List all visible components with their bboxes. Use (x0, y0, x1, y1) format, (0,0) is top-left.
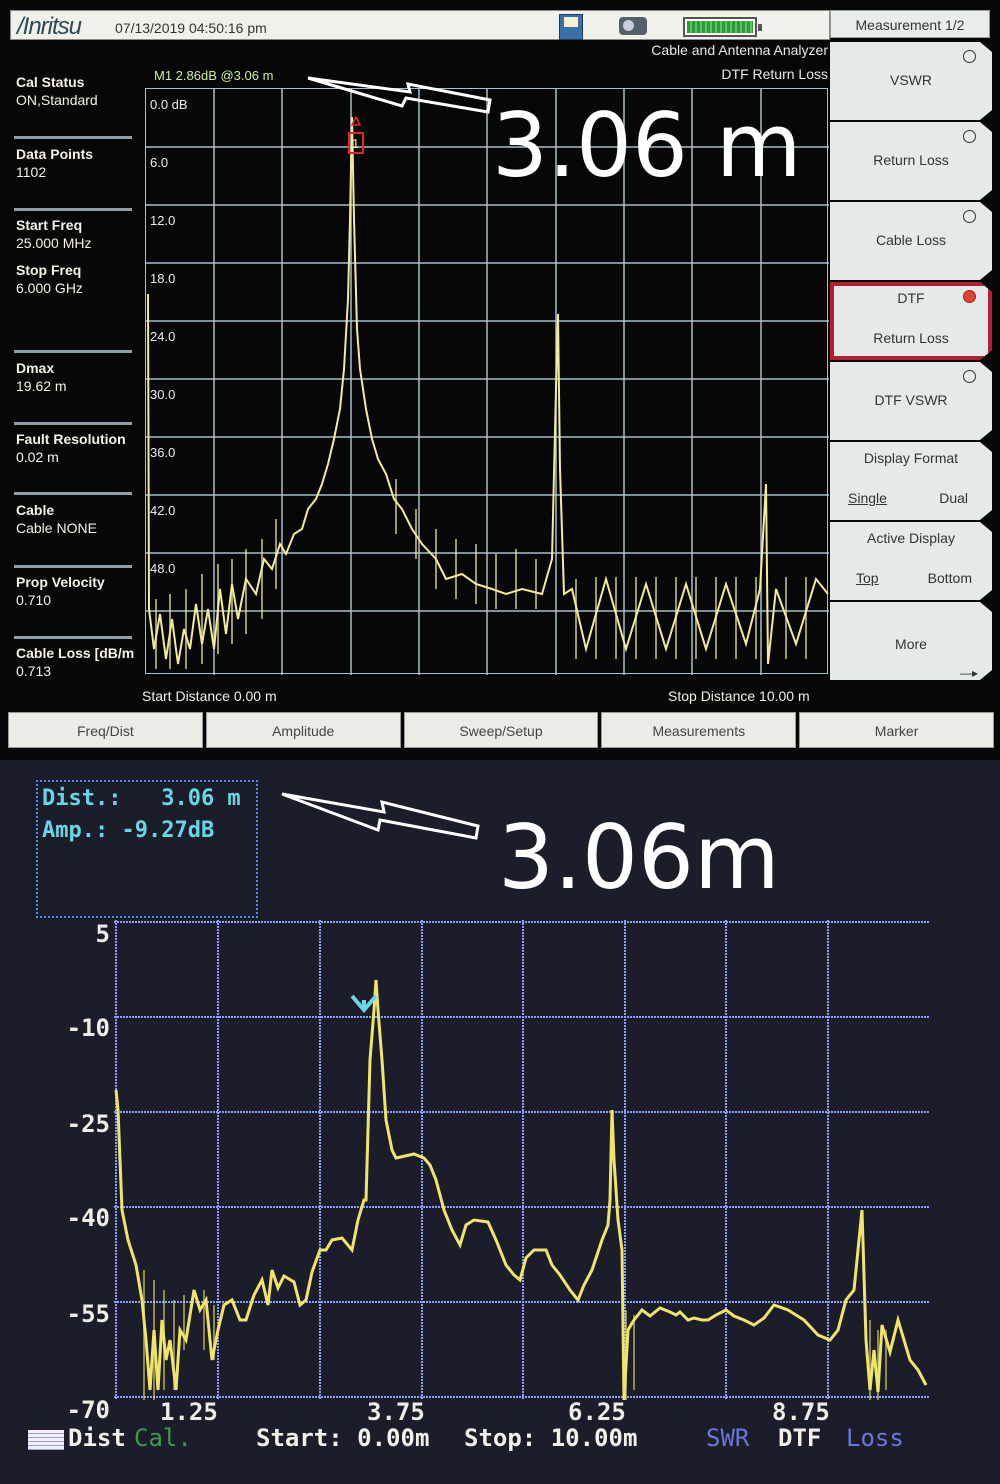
y-tick: 48.0 (150, 561, 176, 576)
option-single[interactable]: Single (848, 490, 887, 506)
radio-icon (963, 130, 976, 143)
prop-velocity: Prop Velocity 0.710 (16, 574, 105, 608)
tab-measurements[interactable]: Measurements (601, 712, 797, 748)
marker-triangle-icon[interactable] (350, 994, 378, 1014)
start-freq: Start Freq 25.000 MHz (16, 217, 92, 251)
dtf-mode[interactable]: DTF (778, 1424, 822, 1452)
mode-title: Cable and Antenna Analyzer (651, 42, 828, 58)
y-tick: 18.0 (150, 271, 176, 286)
option-top[interactable]: Top (856, 570, 879, 586)
y-tick: 6.0 (150, 155, 169, 170)
divider (14, 636, 132, 639)
softkey-return-loss[interactable]: Return Loss (830, 122, 992, 200)
softkey-dtf-vswr[interactable]: DTF VSWR (830, 362, 992, 440)
fault-resolution: Fault Resolution 0.02 m (16, 431, 126, 465)
title-bar: /Inritsu 07/13/2019 04:50:16 pm (10, 10, 830, 40)
distance-readout: Dist.: 3.06 m (42, 786, 241, 811)
softkey-dtf-return-loss[interactable]: DTF Return Loss (830, 282, 992, 360)
y-tick: 5 (95, 920, 110, 948)
softkey-vswr[interactable]: VSWR (830, 42, 992, 120)
marker-readout: M1 2.86dB @3.06 m (154, 68, 274, 83)
camera-icon[interactable] (619, 17, 647, 35)
softkey-active-display[interactable]: Active Display Top Bottom (830, 522, 992, 600)
start-distance: Start Distance 0.00 m (142, 688, 277, 704)
svg-text:1: 1 (352, 136, 359, 151)
y-tick: -55 (66, 1300, 110, 1328)
annotation-arrow-icon (307, 76, 492, 114)
option-dual[interactable]: Dual (939, 490, 968, 506)
divider (14, 492, 132, 495)
cable-loss: Cable Loss [dB/m 0.713 (16, 645, 135, 679)
dtf-return-loss-plot[interactable]: 1 0.0 dB 6.0 12.0 18.0 24.0 30.0 36.0 42… (145, 88, 829, 675)
softkey-menu-title: Measurement 1/2 (830, 10, 990, 38)
y-tick: 12.0 (150, 213, 176, 228)
divider (14, 136, 132, 139)
annotation-distance: 3.06 m (492, 94, 802, 197)
data-points: Data Points 1102 (16, 146, 94, 180)
cal-status: Cal Status ON,Standard (16, 74, 98, 108)
battery-icon (683, 17, 762, 37)
anritsu-analyzer-screen: /Inritsu 07/13/2019 04:50:16 pm Cable an… (8, 10, 994, 748)
softkey-display-format[interactable]: Display Format Single Dual (830, 442, 992, 520)
x-tick: 1.25 (160, 1398, 218, 1426)
start-label: Start: 0.00m (256, 1424, 430, 1452)
datetime: 07/13/2019 04:50:16 pm (115, 20, 267, 36)
brand-logo: /Inritsu (17, 13, 82, 40)
menu-icon[interactable] (28, 1430, 64, 1450)
softkey-cable-loss[interactable]: Cable Loss (830, 202, 992, 280)
marker-readout-box: Dist.: 3.06 m Amp.: -9.27dB (36, 780, 258, 918)
y-tick: -25 (66, 1110, 110, 1138)
swr-mode[interactable]: SWR (706, 1424, 750, 1452)
y-tick: 30.0 (150, 387, 176, 402)
cable: Cable Cable NONE (16, 502, 97, 536)
tab-marker[interactable]: Marker (799, 712, 994, 748)
marker-1[interactable]: 1 (348, 115, 364, 154)
handheld-analyzer-screen: Dist.: 3.06 m Amp.: -9.27dB 3.06m (0, 760, 1000, 1484)
tab-sweep-setup[interactable]: Sweep/Setup (403, 712, 599, 748)
x-tick: 8.75 (772, 1398, 830, 1426)
y-tick: 36.0 (150, 445, 176, 460)
y-tick: -40 (66, 1204, 110, 1232)
mode-label[interactable]: Dist (68, 1424, 126, 1452)
stop-label: Stop: 10.00m (464, 1424, 638, 1452)
divider (14, 350, 132, 353)
stop-freq: Stop Freq 6.000 GHz (16, 262, 83, 296)
divider (14, 422, 132, 425)
main-menu-tabs: Freq/Dist Amplitude Sweep/Setup Measurem… (8, 712, 994, 748)
y-tick: 0.0 dB (150, 97, 188, 112)
y-tick: 24.0 (150, 329, 176, 344)
measurement-title: DTF Return Loss (721, 66, 828, 82)
save-disk-icon[interactable] (559, 14, 583, 40)
loss-mode[interactable]: Loss (846, 1424, 904, 1452)
x-tick: 6.25 (568, 1398, 626, 1426)
amplitude-readout: Amp.: -9.27dB (42, 818, 215, 843)
radio-icon (963, 210, 976, 223)
stop-distance: Stop Distance 10.00 m (668, 688, 810, 704)
y-tick: 42.0 (150, 503, 176, 518)
divider (14, 565, 132, 568)
x-tick: 3.75 (367, 1398, 425, 1426)
y-tick: -10 (66, 1014, 110, 1042)
softkey-more[interactable]: More —▸ (830, 602, 992, 680)
dtf-loss-plot[interactable] (114, 920, 930, 1401)
radio-selected-icon (963, 290, 976, 303)
status-bar: Dist Cal. Start: 0.00m Stop: 10.00m SWR … (28, 1424, 988, 1458)
cal-label: Cal. (134, 1424, 192, 1452)
arrow-right-icon: —▸ (959, 666, 978, 680)
radio-icon (963, 50, 976, 63)
annotation-arrow-icon (281, 792, 480, 840)
annotation-distance: 3.06m (498, 806, 780, 909)
dmax: Dmax 19.62 m (16, 360, 67, 394)
y-tick: -70 (66, 1396, 110, 1424)
radio-icon (963, 370, 976, 383)
plot-grid-and-trace (114, 920, 930, 1401)
divider (14, 208, 132, 211)
plot-grid-and-trace: 1 (146, 89, 829, 675)
option-bottom[interactable]: Bottom (927, 570, 972, 586)
tab-freq-dist[interactable]: Freq/Dist (8, 712, 203, 748)
tab-amplitude[interactable]: Amplitude (205, 712, 401, 748)
